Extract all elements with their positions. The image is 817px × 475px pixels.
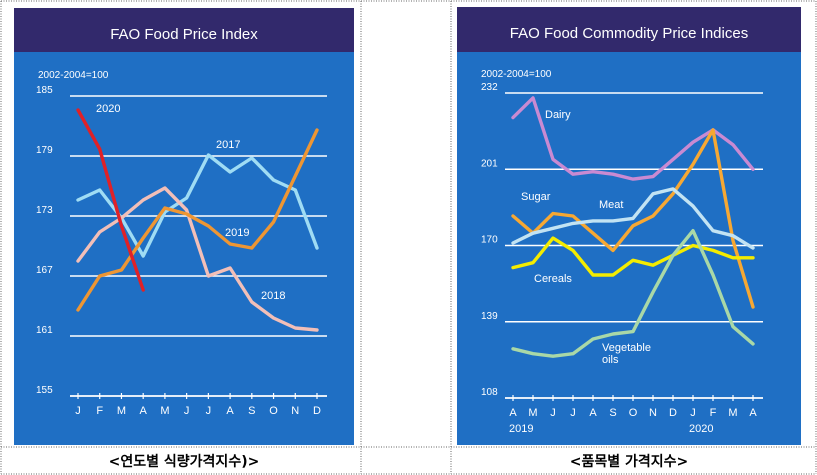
y-tick-label-232: 232 [481, 82, 498, 93]
chart-background [457, 7, 801, 445]
series-label-vegetable-oils-line-1: oils [602, 354, 619, 366]
series-line-2018 [76, 186, 319, 332]
x-tick-label-7: N [649, 407, 657, 419]
series-line-cereals [511, 236, 755, 277]
x-tick-label-9: J [690, 407, 696, 419]
x-tick-label-2: M [117, 405, 126, 417]
x-tick-label-1: M [528, 407, 537, 419]
x-tick-label-5: S [609, 407, 616, 419]
series-line-2020 [76, 108, 145, 292]
series-label-2020: 2020 [96, 103, 120, 115]
commodity-price-indices-chart: FAO Food Commodity Price Indices 2002-200… [457, 7, 801, 445]
series-label-2017: 2017 [216, 139, 240, 151]
caption-commodity-price-index: <품목별 가격지수> [569, 454, 689, 470]
title-bar [457, 7, 801, 52]
chart-title: FAO Food Commodity Price Indices [510, 25, 748, 42]
series-label-2018: 2018 [261, 290, 285, 302]
y-tick-label-170: 170 [481, 235, 498, 246]
x-tick-label-10: F [710, 407, 717, 419]
year-label-2020: 2020 [689, 423, 713, 435]
x-tick-label-8: D [669, 407, 677, 419]
series-line-vegetable-oils [511, 228, 755, 358]
caption-annual-food-price-index: <연도별 식량가격지수)> [108, 454, 260, 470]
x-tick-label-8: S [248, 405, 255, 417]
series-label-dairy: Dairy [545, 109, 571, 121]
x-tick-label-4: A [589, 407, 597, 419]
x-tick-label-7: A [226, 405, 234, 417]
title-bar [14, 8, 354, 52]
y-tick-label-179: 179 [36, 145, 53, 156]
y-tick-label-139: 139 [481, 311, 498, 322]
x-tick-label-0: A [509, 407, 517, 419]
x-tick-label-9: O [269, 405, 278, 417]
x-tick-label-6: O [629, 407, 638, 419]
x-tick-label-5: J [184, 405, 190, 417]
food-price-index-chart: FAO Food Price Index 2002-2004=100 155 161 1… [14, 8, 354, 445]
series-label-vegetable-oils: Vegetable [602, 342, 651, 354]
y-tick-label-173: 173 [36, 205, 53, 216]
x-tick-label-12: A [749, 407, 757, 419]
series-label-meat: Meat [599, 199, 623, 211]
x-tick-label-2: J [550, 407, 556, 419]
y-tick-label-108: 108 [481, 387, 498, 398]
chart-subtitle: 2002-2004=100 [481, 69, 552, 80]
y-tick-label-167: 167 [36, 265, 53, 276]
series-label-2019: 2019 [225, 227, 249, 239]
x-tick-label-10: N [291, 405, 299, 417]
x-tick-label-6: J [206, 405, 212, 417]
y-tick-label-161: 161 [36, 325, 53, 336]
x-tick-label-11: D [313, 405, 321, 417]
chart-subtitle: 2002-2004=100 [38, 70, 109, 81]
x-tick-label-1: F [96, 405, 103, 417]
y-tick-label-201: 201 [481, 158, 498, 169]
series-label-cereals: Cereals [534, 273, 572, 285]
y-tick-label-185: 185 [36, 85, 53, 96]
series-line-sugar [511, 128, 755, 309]
chart-title: FAO Food Price Index [110, 26, 258, 43]
series-line-2019 [76, 128, 319, 312]
series-line-meat [511, 187, 755, 250]
x-tick-label-4: M [160, 405, 169, 417]
year-label-2019: 2019 [509, 423, 533, 435]
x-tick-label-0: J [75, 405, 81, 417]
x-tick-label-3: A [140, 405, 148, 417]
series-label-sugar: Sugar [521, 191, 551, 203]
x-tick-label-3: J [570, 407, 576, 419]
y-tick-label-155: 155 [36, 385, 53, 396]
x-tick-label-11: M [728, 407, 737, 419]
chart-background [14, 8, 354, 445]
